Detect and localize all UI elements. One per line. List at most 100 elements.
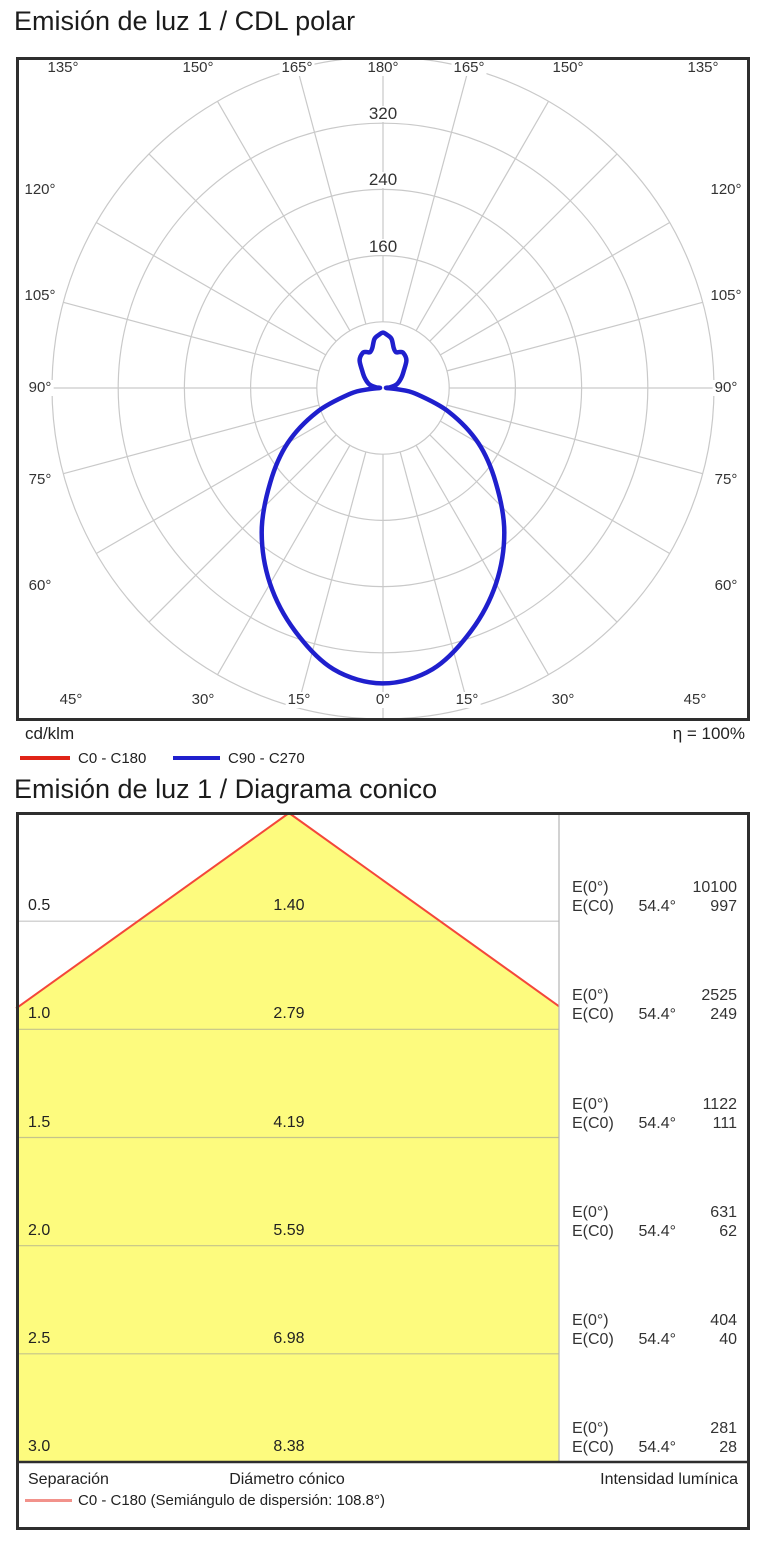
ec0-value: 111: [712, 1115, 737, 1132]
cone-diameter-value: 4.19: [273, 1114, 305, 1131]
ec0-label: E(C0): [572, 1006, 614, 1023]
polar-chart-title: Emisión de luz 1 / CDL polar: [14, 6, 356, 36]
cone-legend-label: C0 - C180 (Semiángulo de dispersión: 108…: [78, 1492, 386, 1509]
e0-label: E(0°): [572, 987, 609, 1004]
ec0-angle: 54.4°: [638, 1115, 676, 1132]
legend-label-c90-c270: C90 - C270: [228, 750, 305, 767]
polar-angle-label-135: 135°: [45, 59, 81, 76]
polar-radial-line: [63, 301, 320, 372]
e0-label: E(0°): [572, 1420, 609, 1437]
cone-diameter-value: 6.98: [273, 1330, 305, 1347]
polar-angle-label-45: 45°: [57, 691, 85, 708]
ec0-value: 40: [719, 1331, 737, 1348]
polar-angle-label-0: 0°: [373, 691, 393, 708]
ec0-angle: 54.4°: [638, 1439, 676, 1456]
ec0-angle: 54.4°: [638, 1006, 676, 1023]
cone-separation-value: 3.0: [28, 1438, 51, 1455]
polar-radial-line: [148, 153, 337, 342]
polar-radial-line: [63, 404, 320, 475]
ec0-angle: 54.4°: [638, 1223, 676, 1240]
polar-ring-label-320: 320: [366, 104, 400, 123]
polar-angle-label-165: 165°: [451, 59, 487, 76]
polar-radial-line: [429, 434, 618, 623]
polar-radial-line: [415, 101, 550, 331]
ec0-label: E(C0): [572, 1115, 614, 1132]
cone-separation-value: 1.0: [28, 1005, 51, 1022]
polar-ring-80: [316, 321, 450, 455]
legend-line-c0-c180: [20, 756, 70, 760]
cone-legend-line: [25, 1499, 72, 1502]
cone-chart-border: [16, 812, 750, 1530]
polar-angle-label-105: 105°: [708, 287, 744, 304]
ec0-angle: 54.4°: [638, 1331, 676, 1348]
e0-label: E(0°): [572, 1096, 609, 1113]
polar-radial-line: [216, 101, 351, 331]
polar-angle-label-45: 45°: [681, 691, 709, 708]
ec0-angle: 54.4°: [638, 898, 676, 915]
beam-edge-right: [288, 812, 560, 1008]
polar-radial-line: [96, 221, 326, 356]
polar-ring-label-240: 240: [366, 170, 400, 189]
polar-angle-label-120: 120°: [22, 181, 58, 198]
polar-radial-line: [440, 221, 670, 356]
ec0-value: 249: [710, 1006, 737, 1023]
e0-value: 10100: [692, 879, 738, 896]
polar-radial-line: [148, 434, 337, 623]
polar-angle-label-90: 90°: [712, 379, 740, 396]
polar-angle-label-105: 105°: [22, 287, 58, 304]
e0-value: 281: [710, 1420, 737, 1437]
polar-angle-label-90: 90°: [26, 379, 54, 396]
legend-line-c90-c270: [173, 756, 220, 760]
cone-column-intensity: Intensidad lumínica: [600, 1471, 738, 1488]
polar-radial-line: [296, 68, 367, 325]
cone-diameter-value: 8.38: [273, 1438, 305, 1455]
polar-grid: [51, 60, 715, 718]
legend-label-c0-c180: C0 - C180: [78, 750, 147, 767]
beam-edge-left: [15, 812, 290, 1010]
e0-label: E(0°): [572, 1312, 609, 1329]
ec0-value: 997: [710, 898, 737, 915]
ec0-label: E(C0): [572, 898, 614, 915]
polar-radial-line: [415, 445, 550, 675]
polar-radial-line: [296, 451, 367, 708]
polar-radial-line: [446, 404, 703, 475]
cone-diameter-value: 5.59: [273, 1222, 305, 1239]
polar-angle-label-120: 120°: [708, 181, 744, 198]
ec0-value: 28: [719, 1439, 737, 1456]
polar-unit-label: cd/klm: [25, 724, 75, 743]
cone-diameter-value: 1.40: [273, 897, 305, 914]
e0-value: 631: [710, 1204, 737, 1221]
polar-radial-line: [446, 301, 703, 372]
cone-separation-value: 2.5: [28, 1330, 51, 1347]
polar-radial-line: [399, 68, 470, 325]
cone-separation-value: 1.5: [28, 1114, 51, 1131]
e0-label: E(0°): [572, 1204, 609, 1221]
cone-separation-value: 0.5: [28, 897, 51, 914]
curve-c90-c270: [259, 330, 507, 686]
e0-value: 2525: [701, 987, 737, 1004]
polar-angle-label-150: 150°: [550, 59, 586, 76]
e0-value: 404: [710, 1312, 737, 1329]
cone-diameter-value: 2.79: [273, 1005, 305, 1022]
ec0-label: E(C0): [572, 1223, 614, 1240]
polar-chart-border: [16, 57, 750, 721]
polar-radial-line: [399, 451, 470, 708]
ec0-label: E(C0): [572, 1439, 614, 1456]
polar-angle-label-180: 180°: [365, 59, 401, 76]
ec0-value: 62: [719, 1223, 737, 1240]
polar-angle-label-150: 150°: [180, 59, 216, 76]
light-output-ratio: η = 100%: [672, 724, 745, 743]
polar-radial-line: [429, 153, 618, 342]
ec0-label: E(C0): [572, 1331, 614, 1348]
polar-angle-label-15: 15°: [453, 691, 481, 708]
cone-diagram-shapes: [15, 812, 750, 1464]
cone-chart-title: Emisión de luz 1 / Diagrama conico: [14, 774, 438, 804]
polar-intensity-curves: [259, 330, 507, 686]
polar-ring-label-160: 160: [366, 237, 400, 256]
e0-label: E(0°): [572, 879, 609, 896]
polar-angle-label-75: 75°: [26, 471, 54, 488]
polar-angle-label-60: 60°: [712, 577, 740, 594]
polar-radial-line: [216, 445, 351, 675]
polar-angle-label-165: 165°: [279, 59, 315, 76]
